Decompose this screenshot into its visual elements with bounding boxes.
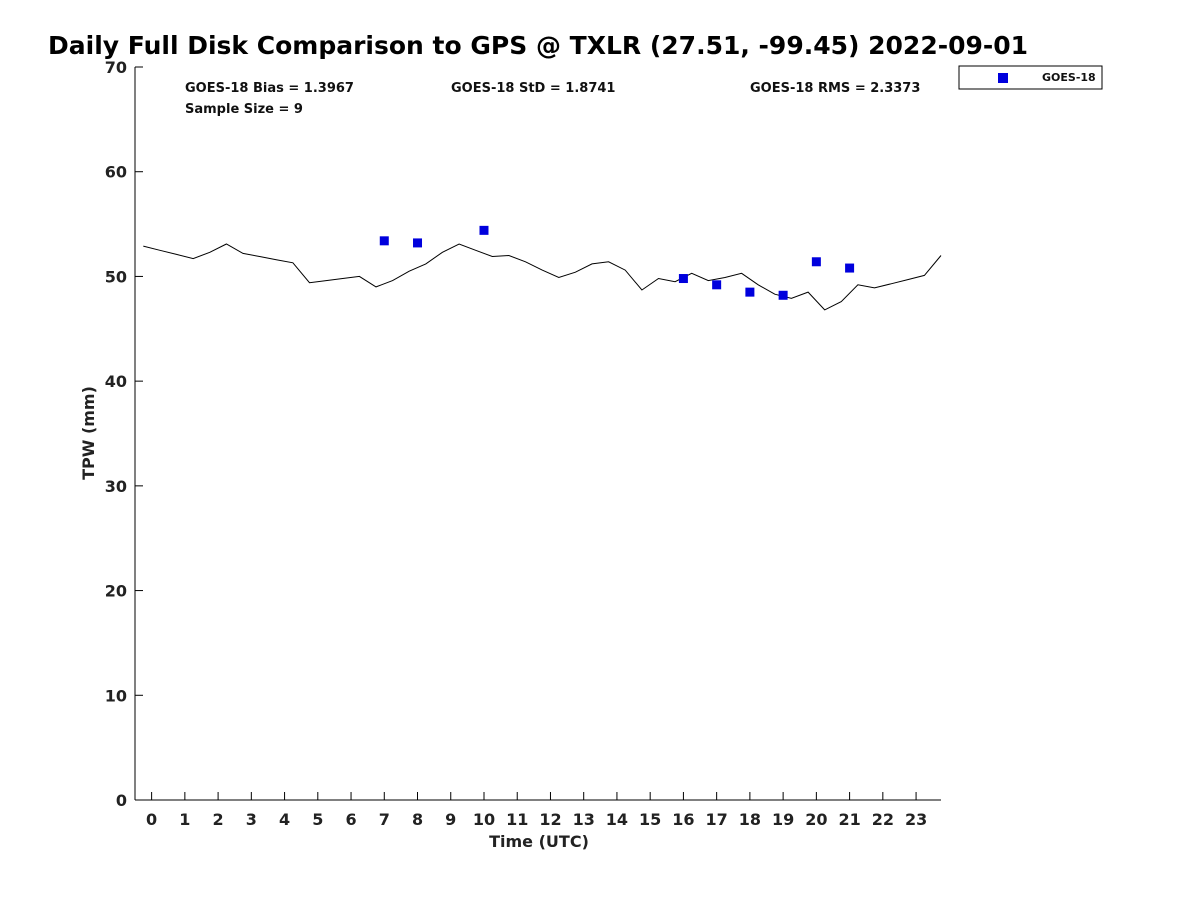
legend-label-goes18: GOES-18 (1042, 71, 1096, 84)
x-tick-label: 4 (279, 810, 290, 829)
goes18-point (678, 274, 688, 284)
x-tick-label: 22 (872, 810, 894, 829)
y-tick-label: 60 (105, 163, 127, 182)
goes18-point (845, 263, 855, 273)
legend-marker-square (998, 73, 1008, 83)
x-tick-label: 16 (672, 810, 694, 829)
x-tick-label: 23 (905, 810, 927, 829)
x-tick-label: 15 (639, 810, 661, 829)
goes18-point (379, 236, 389, 246)
x-tick-label: 14 (606, 810, 628, 829)
gps-tpw-line (143, 243, 942, 311)
x-tick-label: 3 (246, 810, 257, 829)
goes18-point (745, 287, 755, 297)
x-tick-label: 12 (539, 810, 561, 829)
x-tick-label: 8 (412, 810, 423, 829)
chart-title: Daily Full Disk Comparison to GPS @ TXLR… (48, 31, 1028, 60)
x-tick-label: 11 (506, 810, 528, 829)
y-tick-label: 20 (105, 582, 127, 601)
y-axis-label: TPW (mm) (79, 386, 98, 480)
x-tick-label: 18 (739, 810, 761, 829)
x-tick-label: 10 (473, 810, 495, 829)
y-tick-label: 70 (105, 58, 127, 77)
x-tick-label: 17 (706, 810, 728, 829)
x-tick-label: 20 (805, 810, 827, 829)
x-tick-label: 6 (345, 810, 356, 829)
goes18-point (811, 257, 821, 267)
y-tick-label: 50 (105, 267, 127, 286)
x-tick-label: 2 (213, 810, 224, 829)
x-tick-label: 19 (772, 810, 794, 829)
goes18-point (778, 290, 788, 300)
y-tick-label: 40 (105, 372, 127, 391)
x-tick-label: 9 (445, 810, 456, 829)
x-tick-label: 0 (146, 810, 157, 829)
x-axis-label: Time (UTC) (489, 832, 589, 851)
x-tick-label: 7 (379, 810, 390, 829)
legend: GOES-18 (958, 65, 1103, 90)
x-tick-label: 5 (312, 810, 323, 829)
goes18-point (712, 280, 722, 290)
y-tick-label: 0 (116, 791, 127, 810)
goes18-point-series (379, 225, 855, 300)
x-tick-label: 1 (179, 810, 190, 829)
std-stat: GOES-18 StD = 1.8741 (451, 81, 615, 96)
goes18-point (413, 238, 423, 248)
rms-stat: GOES-18 RMS = 2.3373 (750, 81, 920, 96)
y-tick-label: 10 (105, 686, 127, 705)
x-tick-label: 13 (573, 810, 595, 829)
x-tick-label: 21 (838, 810, 860, 829)
sample-size-stat: Sample Size = 9 (185, 102, 303, 117)
goes18-point (479, 225, 489, 235)
legend-box (958, 65, 1103, 90)
y-tick-label: 30 (105, 477, 127, 496)
bias-stat: GOES-18 Bias = 1.3967 (185, 81, 354, 96)
gps-line-series (143, 243, 942, 311)
